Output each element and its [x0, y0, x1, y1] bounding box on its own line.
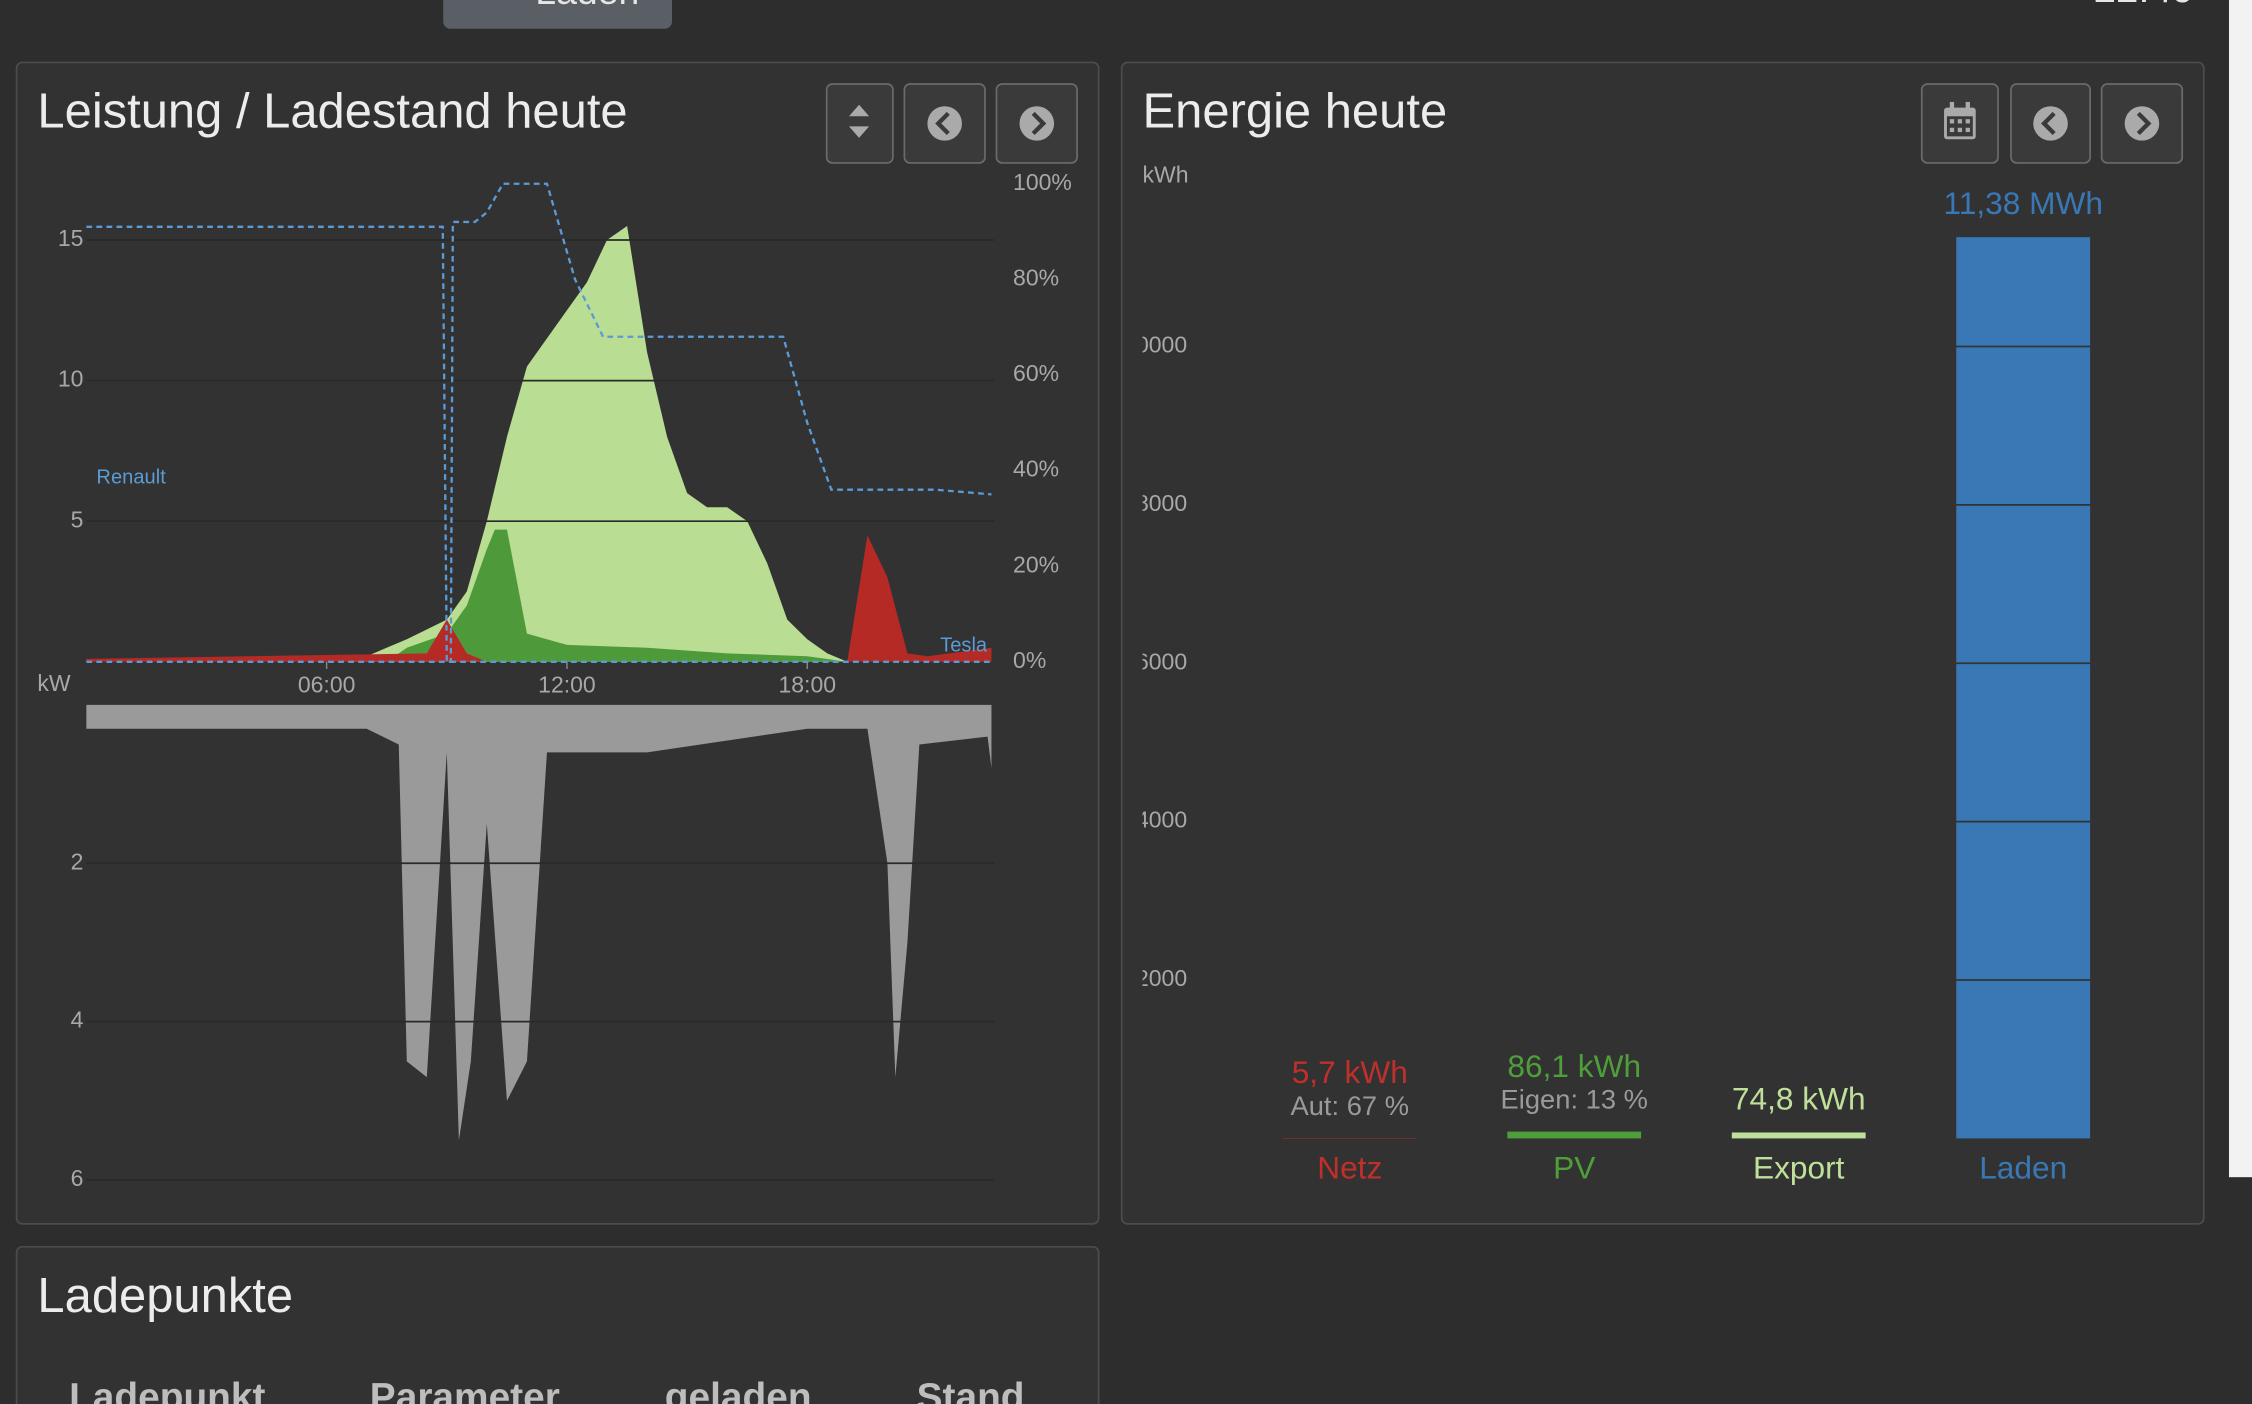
- column-header: Ladepunkt: [69, 1376, 265, 1404]
- column-header: Parameter: [370, 1376, 560, 1404]
- table-header: Ladepunkt Parameter geladen Stand: [69, 1376, 1024, 1404]
- y-tick-label: 10: [58, 366, 84, 392]
- y-axis-label: kW: [37, 670, 71, 696]
- column-header: geladen: [665, 1376, 812, 1404]
- sub-label: Eigen: 13 %: [1501, 1084, 1648, 1115]
- sort-icon: [848, 104, 870, 138]
- value-label: 74,8 kWh: [1732, 1080, 1866, 1116]
- series-label: Renault: [96, 466, 166, 488]
- value-label: 11,38 MWh: [1943, 185, 2102, 221]
- y-tick-label: 15: [58, 225, 84, 251]
- x-tick-label: 18:00: [778, 671, 836, 697]
- charge-panel: [15, 1245, 1100, 1404]
- bar: [1956, 237, 2091, 1139]
- x-tick-label: 06:00: [298, 671, 356, 697]
- energy-panel: [1120, 61, 2205, 1225]
- nav-button-label[interactable]: Laden: [535, 0, 639, 12]
- panel-title: Leistung / Ladestand heute: [37, 85, 627, 139]
- column-header: Stand: [917, 1376, 1025, 1404]
- area: [86, 704, 992, 1141]
- y-axis-label: kWh: [1143, 162, 1189, 188]
- y2-tick-label: 80%: [1013, 264, 1059, 290]
- panel-title: Ladepunkte: [37, 1269, 293, 1323]
- soc-line: [86, 182, 992, 663]
- value-label: 5,7 kWh: [1292, 1054, 1408, 1090]
- bar: [1731, 1132, 1866, 1139]
- sub-label: Aut: 67 %: [1291, 1090, 1409, 1121]
- y2-tick-label: 20%: [1013, 551, 1059, 577]
- category-label: Netz: [1317, 1149, 1382, 1185]
- x-tick-label: 12:00: [538, 671, 596, 697]
- category-label: Laden: [1979, 1149, 2067, 1185]
- y-tick-label: 5: [71, 506, 84, 532]
- category-label: Export: [1753, 1149, 1845, 1185]
- y-tick-label: 6000: [1136, 648, 1187, 674]
- series-label: Tesla: [940, 634, 988, 656]
- next-icon: [2124, 106, 2160, 141]
- nav-button[interactable]: [443, 0, 673, 29]
- prev-icon: [2033, 106, 2068, 141]
- soc-line: [86, 225, 992, 663]
- category-label: PV: [1553, 1149, 1595, 1185]
- y-tick-label: 2: [71, 848, 84, 874]
- y-tick-label: 2000: [1136, 965, 1187, 991]
- panel-title: Energie heute: [1143, 85, 1448, 139]
- y2-tick-label: 40%: [1013, 456, 1059, 482]
- y-tick-label: 8000: [1136, 490, 1187, 516]
- power-chart: 5 10 15 0% 20% 40% 60% 80% 100% 06:00 12:00 18:00 Re…: [37, 169, 1071, 1191]
- y2-tick-label: 100%: [1013, 169, 1072, 195]
- y-tick-label: 4: [71, 1007, 84, 1033]
- scrollbar[interactable]: [2228, 0, 2252, 1178]
- bar: [1507, 1131, 1642, 1139]
- sort-button[interactable]: [825, 83, 894, 164]
- area: [86, 535, 992, 662]
- calendar-icon: [1944, 101, 1976, 140]
- value-label: 86,1 kWh: [1507, 1048, 1641, 1084]
- prev-icon: [927, 106, 962, 141]
- y-tick-label: 4000: [1136, 807, 1187, 833]
- area: [86, 225, 992, 662]
- next-icon: [1019, 106, 1055, 141]
- y-tick-label: 6: [71, 1165, 84, 1191]
- y-tick-label: 10000: [1123, 332, 1187, 358]
- y2-tick-label: 0%: [1013, 647, 1046, 673]
- y2-tick-label: 60%: [1013, 360, 1059, 386]
- clock: 22:49: [2094, 0, 2195, 11]
